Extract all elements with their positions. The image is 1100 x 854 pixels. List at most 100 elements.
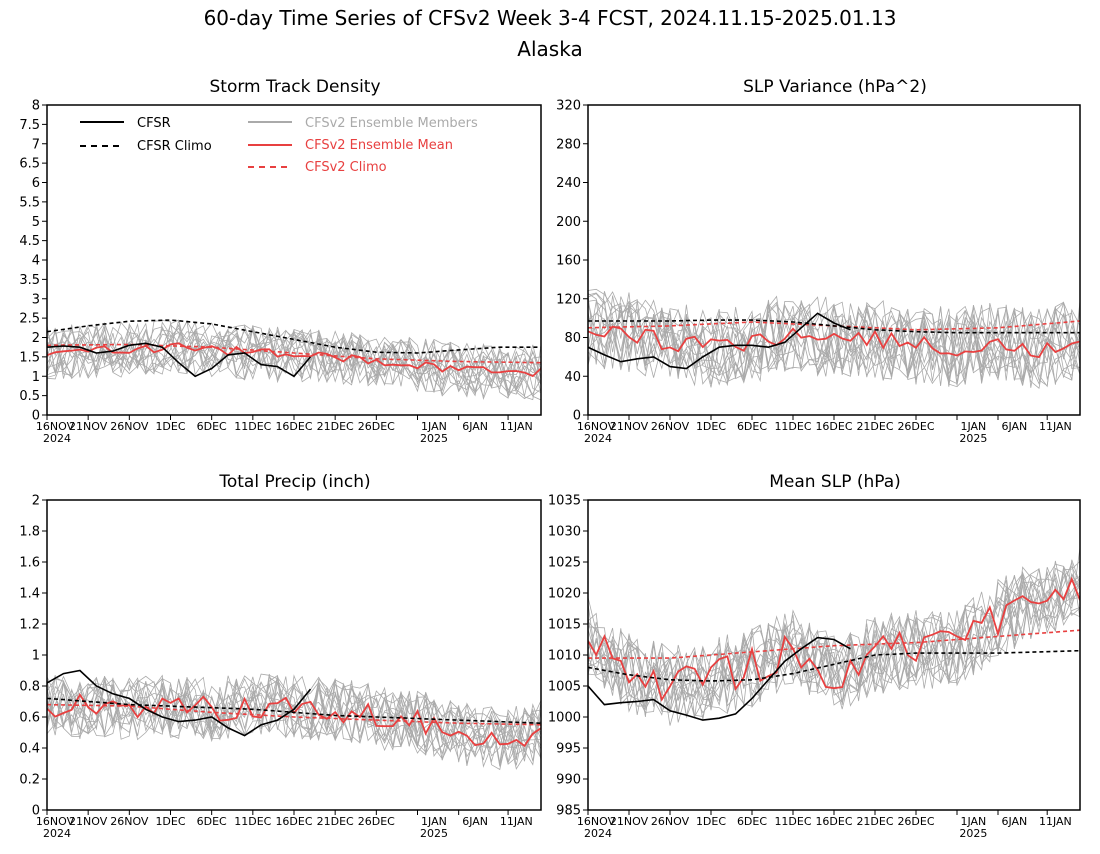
ensemble-member-line [47, 679, 541, 763]
plot-area [47, 669, 541, 771]
x-year-label: 2024 [584, 432, 612, 445]
y-tick-label: 0.8 [19, 680, 40, 695]
x-tick-label: 6DEC [737, 420, 767, 433]
panel-storm-track-density: Storm Track Density 0 0.5 1 1.5 2 2.5 3 3.5 4 4.5… [19, 77, 542, 445]
y-tick-label: 0.6 [19, 711, 40, 726]
ensemble-member-line [47, 674, 541, 766]
x-year-label: 2025 [959, 432, 987, 445]
x-tick-label: 21DEC [856, 815, 893, 828]
y-tick-label: 990 [556, 773, 581, 788]
y-tick-label: 1 [32, 370, 40, 385]
x-tick-label: 11DEC [774, 815, 811, 828]
x-tick-label: 11JAN [500, 815, 533, 828]
x-tick-label: 11JAN [500, 420, 533, 433]
legend: CFSR CFSR Climo CFSv2 Ensemble Members C… [80, 116, 478, 175]
ensemble-member-line [588, 298, 1080, 384]
x-tick-label: 21NOV [69, 420, 108, 433]
cfsr-line [588, 312, 851, 370]
y-tick-label: 200 [556, 215, 581, 230]
x-tick-label: 11JAN [1039, 420, 1072, 433]
x-year-label: 2024 [584, 827, 612, 840]
x-tick-label: 21DEC [856, 420, 893, 433]
ensemble-mean-line [588, 325, 1080, 359]
x-tick-label: 21DEC [317, 420, 354, 433]
y-tick-label: 0.4 [19, 742, 40, 757]
ensemble-member-line [588, 299, 1080, 387]
legend-label-ens-mean: CFSv2 Ensemble Mean [305, 138, 453, 153]
x-year-label: 2024 [43, 432, 71, 445]
y-tick-label: 985 [556, 804, 581, 819]
cfsr-climo-line [47, 319, 541, 354]
ensemble-member-line [47, 321, 541, 393]
y-tick-label: 5 [32, 215, 40, 230]
ensemble-member-line [588, 567, 1080, 716]
cfsv2-climo-line [47, 343, 541, 364]
cfsr-climo-line [588, 649, 1080, 682]
cfsr-climo-line [47, 697, 541, 724]
x-year-label: 2025 [959, 827, 987, 840]
x-tick-label: 16NOV [36, 815, 75, 828]
ensemble-member-line [47, 676, 541, 765]
y-tick-label: 1010 [548, 649, 581, 664]
y-tick-label: 1.8 [19, 525, 40, 540]
x-tick-label: 11DEC [234, 420, 271, 433]
legend-label-cfsv2-climo: CFSv2 Climo [305, 160, 387, 175]
x-tick-label: 26NOV [110, 420, 149, 433]
ensemble-member-line [588, 299, 1080, 387]
y-tick-label: 4 [32, 254, 40, 269]
x-tick-label: 1DEC [155, 420, 185, 433]
panel-mean-slp: Mean SLP (hPa) 985 990 995 1000 1005 1010 1015… [548, 472, 1081, 840]
ensemble-member-line [47, 319, 541, 393]
x-tick-label: 1DEC [696, 420, 726, 433]
y-tick-label: 280 [556, 137, 581, 152]
y-tick-label: 5.5 [19, 195, 40, 210]
y-tick-label: 160 [556, 254, 581, 269]
y-tick-label: 0 [573, 409, 581, 424]
x-tick-label: 26NOV [651, 815, 690, 828]
ensemble-mean-line [47, 342, 541, 378]
ensemble-member-line [588, 292, 1080, 387]
y-tick-label: 4.5 [19, 234, 40, 249]
x-tick-label: 1DEC [696, 815, 726, 828]
ensemble-member-line [588, 566, 1080, 713]
y-tick-label: 3 [32, 292, 40, 307]
x-tick-label: 26DEC [897, 420, 934, 433]
plot-area [47, 319, 541, 401]
y-tick-label: 1025 [548, 556, 581, 571]
x-tick-label: 21DEC [317, 815, 354, 828]
panel-title: Total Precip (inch) [218, 472, 370, 492]
y-tick-label: 1015 [548, 618, 581, 633]
ensemble-member-line [588, 560, 1080, 726]
y-tick-label: 995 [556, 742, 581, 757]
ensemble-member-line [588, 572, 1080, 718]
x-tick-label: 26NOV [651, 420, 690, 433]
ensemble-member-line [588, 299, 1080, 384]
y-tick-label: 1035 [548, 494, 581, 509]
cfsv2-climo-line [588, 629, 1080, 659]
x-tick-label: 16NOV [36, 420, 75, 433]
ensemble-member-line [47, 320, 541, 400]
y-tick-label: 6.5 [19, 157, 40, 172]
x-year-label: 2024 [43, 827, 71, 840]
x-tick-label: 1JAN [421, 420, 447, 433]
ensemble-member-line [588, 300, 1080, 388]
x-tick-label: 16NOV [577, 420, 616, 433]
x-tick-label: 16DEC [815, 420, 852, 433]
legend-label-cfsr: CFSR [137, 116, 171, 131]
ensemble-member-line [47, 328, 541, 399]
cfsr-climo-line [588, 319, 1080, 334]
x-tick-label: 1JAN [960, 815, 986, 828]
panel-title: SLP Variance (hPa^2) [743, 77, 927, 97]
ensemble-member-line [47, 673, 541, 762]
x-tick-label: 6DEC [197, 815, 227, 828]
x-tick-label: 6JAN [462, 815, 488, 828]
y-tick-label: 7 [32, 137, 40, 152]
y-tick-label: 1000 [548, 711, 581, 726]
panel-title: Storm Track Density [209, 77, 380, 97]
y-tick-label: 320 [556, 99, 581, 114]
ensemble-member-line [47, 322, 541, 399]
ensemble-mean-line [588, 576, 1080, 702]
x-tick-label: 26NOV [110, 815, 149, 828]
y-tick-label: 1005 [548, 680, 581, 695]
cfsr-line [47, 342, 312, 378]
